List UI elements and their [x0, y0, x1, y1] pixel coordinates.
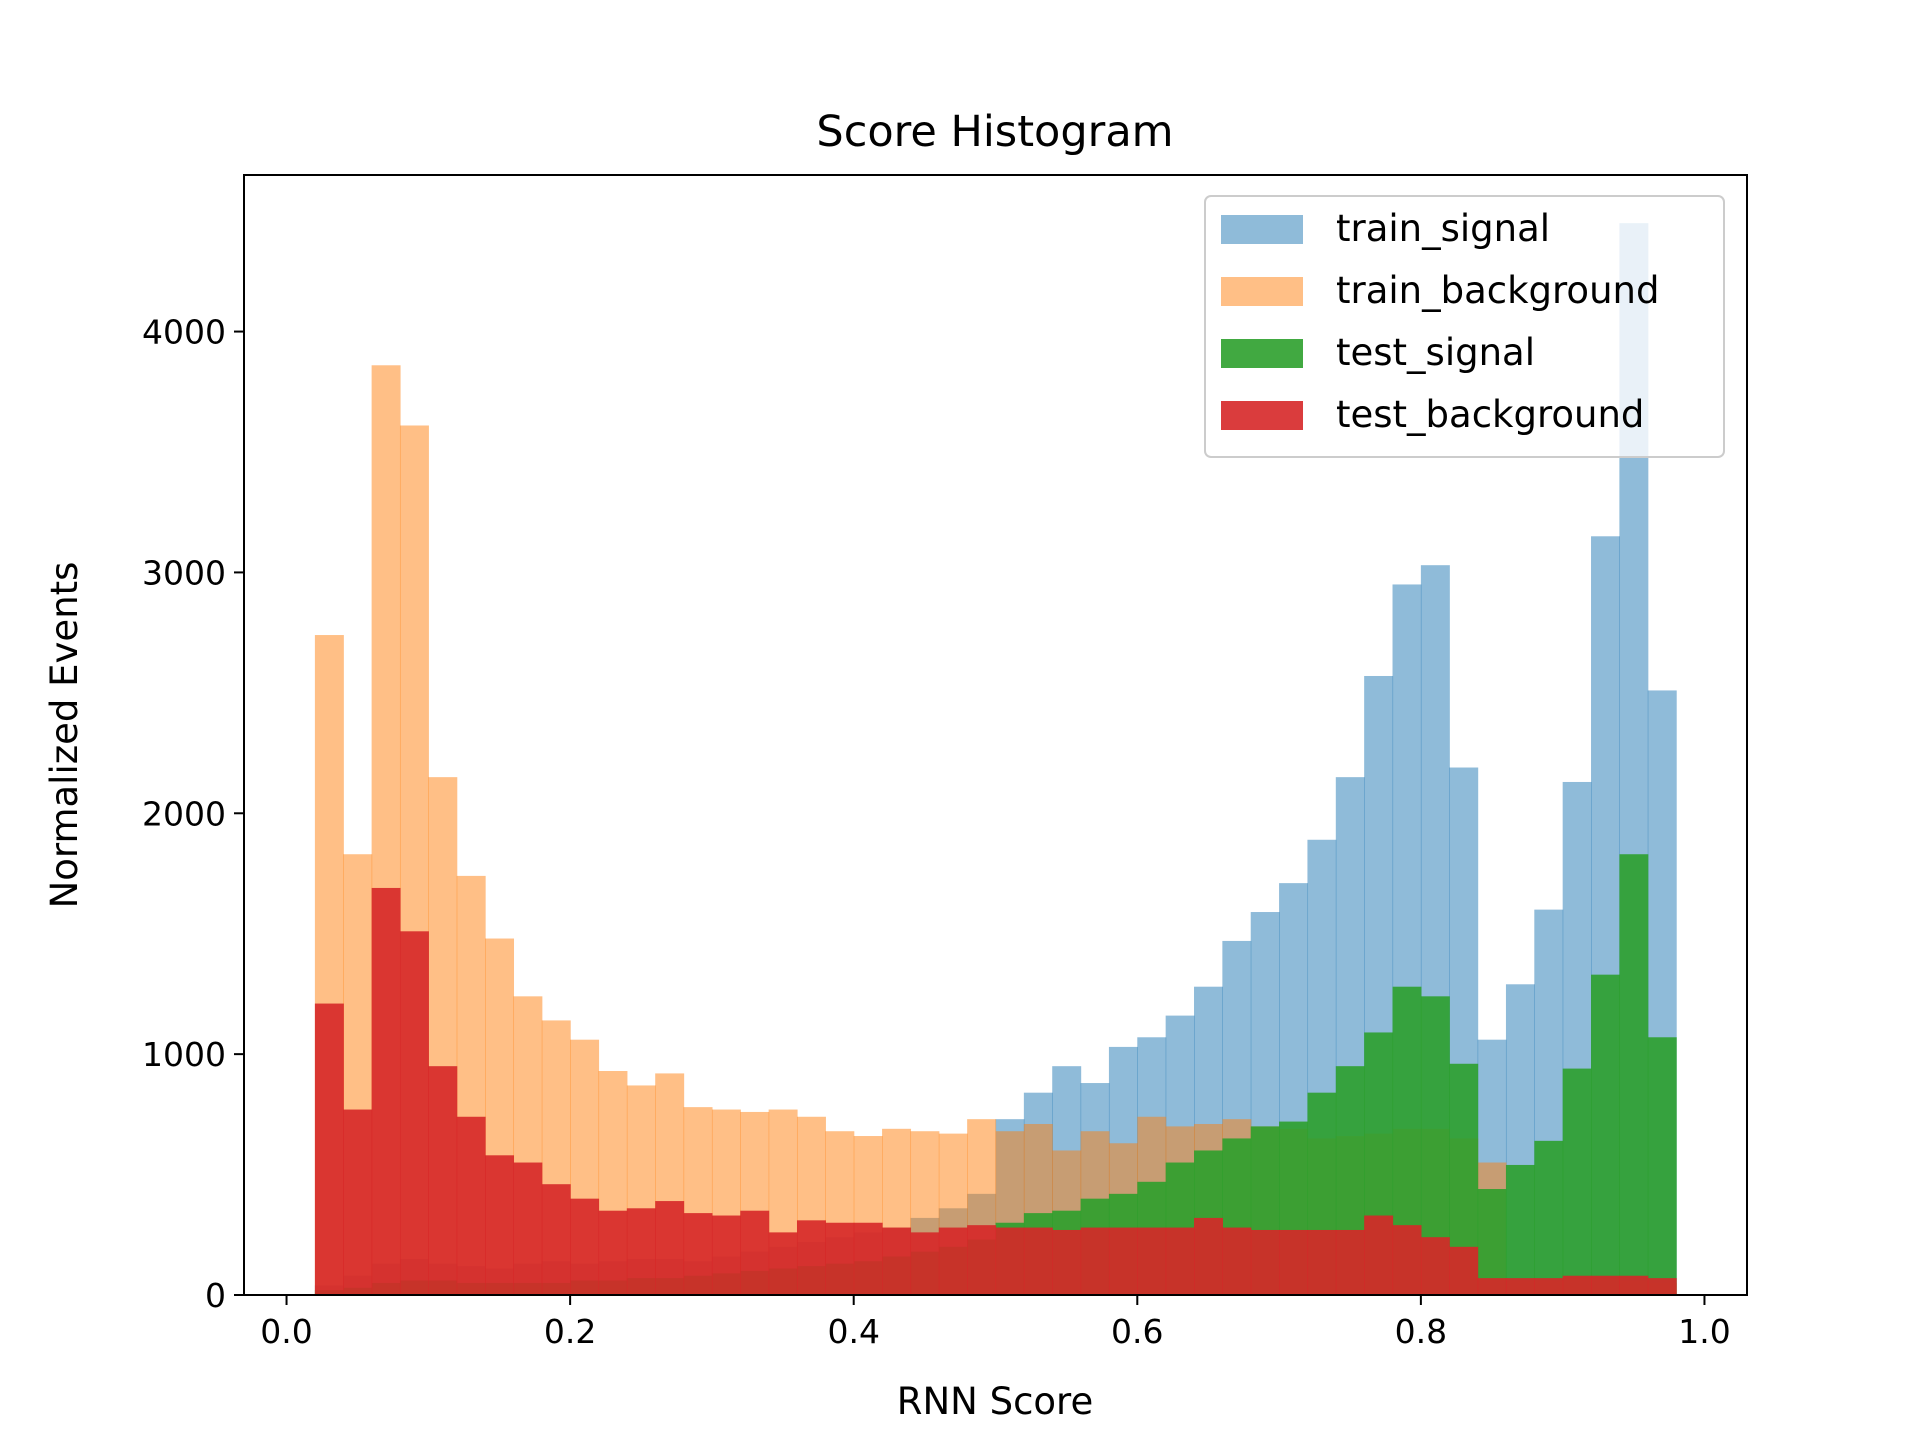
- bar-test_background-40: [1449, 1246, 1479, 1295]
- bar-test_signal-44: [1562, 1068, 1592, 1295]
- legend-box: [1204, 195, 1725, 458]
- bar-test_background-46: [1619, 1275, 1649, 1295]
- bar-test_background-29: [1137, 1227, 1167, 1295]
- x-tick-label: 0.2: [544, 1312, 596, 1351]
- legend-label-test_signal: test_signal: [1336, 331, 1535, 374]
- x-axis-label: RNN Score: [897, 1380, 1093, 1423]
- legend-swatch-test_signal: [1221, 339, 1303, 368]
- legend-label-train_background: train_background: [1336, 269, 1659, 312]
- bar-test_background-11: [626, 1208, 656, 1295]
- x-tick-label: 0.8: [1395, 1312, 1447, 1351]
- bar-test_background-43: [1534, 1278, 1564, 1295]
- bar-test_background-2: [371, 887, 401, 1295]
- y-tick-label: 2000: [142, 794, 226, 833]
- bar-test_background-36: [1335, 1229, 1365, 1295]
- x-tick-label: 0.4: [827, 1312, 879, 1351]
- bar-test_signal-47: [1647, 1037, 1677, 1295]
- legend-swatch-train_background: [1221, 277, 1303, 306]
- bar-test_signal-46: [1619, 854, 1649, 1295]
- x-tick-label: 0.6: [1111, 1312, 1163, 1351]
- bar-test_background-31: [1194, 1217, 1223, 1295]
- bar-test_background-44: [1562, 1275, 1592, 1295]
- bar-test_background-10: [598, 1210, 628, 1295]
- x-tick-label: 1.0: [1678, 1312, 1730, 1351]
- y-tick-label: 3000: [142, 553, 226, 592]
- bar-test_background-37: [1364, 1215, 1394, 1295]
- legend-swatch-test_background: [1221, 401, 1303, 430]
- series-test_background: [314, 887, 1677, 1295]
- bar-test_background-23: [967, 1225, 997, 1295]
- bar-test_background-39: [1420, 1237, 1450, 1295]
- bar-test_background-21: [910, 1232, 940, 1295]
- bar-test_signal-45: [1591, 974, 1620, 1295]
- bar-test_background-38: [1392, 1225, 1422, 1295]
- bar-test_background-7: [513, 1162, 543, 1295]
- bar-test_background-20: [882, 1227, 912, 1295]
- bar-test_background-41: [1477, 1278, 1507, 1295]
- bar-test_background-35: [1307, 1229, 1337, 1295]
- bar-test_background-25: [1023, 1227, 1053, 1295]
- y-tick-label: 0: [205, 1276, 226, 1315]
- y-tick-label: 4000: [142, 313, 226, 352]
- bar-test_background-33: [1250, 1229, 1280, 1295]
- bar-test_background-15: [740, 1210, 770, 1295]
- x-tick-label: 0.0: [260, 1312, 312, 1351]
- bar-test_background-19: [853, 1222, 883, 1295]
- plot-frame: [243, 174, 1748, 1296]
- y-axis-label: Normalized Events: [43, 562, 86, 909]
- bar-test_signal-43: [1534, 1140, 1564, 1295]
- bar-test_background-5: [456, 1116, 486, 1295]
- bar-test_background-8: [541, 1184, 571, 1295]
- bar-test_signal-41: [1477, 1189, 1507, 1295]
- bar-test_background-3: [399, 931, 429, 1295]
- bar-test_background-32: [1222, 1227, 1252, 1295]
- bar-test_background-6: [485, 1155, 515, 1295]
- bar-test_background-27: [1080, 1227, 1110, 1295]
- bar-test_background-28: [1108, 1227, 1138, 1295]
- bar-test_background-16: [768, 1232, 798, 1295]
- bar-test_signal-42: [1505, 1164, 1535, 1295]
- axis-ticks: 0.0 0.2 0.4 0.6 0.8 1.0 0 1000 2000 3000 4000: [142, 313, 1731, 1351]
- y-tick-label: 1000: [142, 1035, 226, 1074]
- bar-test_background-22: [938, 1227, 968, 1295]
- bar-test_background-4: [428, 1066, 458, 1295]
- legend-label-train_signal: train_signal: [1336, 207, 1550, 250]
- bar-test_background-47: [1647, 1278, 1677, 1295]
- legend-label-test_background: test_background: [1336, 393, 1644, 436]
- bar-test_background-18: [825, 1222, 855, 1295]
- legend: train_signal train_background test_signalt…: [1204, 195, 1725, 458]
- chart-title: Score Histogram: [816, 107, 1173, 157]
- bar-test_background-34: [1279, 1229, 1309, 1295]
- bar-test_background-0: [314, 1003, 344, 1295]
- bar-test_background-17: [796, 1220, 826, 1295]
- bar-test_background-12: [655, 1201, 685, 1295]
- bar-test_background-14: [711, 1215, 741, 1295]
- bar-test_background-9: [570, 1198, 600, 1295]
- bar-test_background-45: [1591, 1275, 1620, 1295]
- bar-test_background-24: [995, 1227, 1025, 1295]
- bar-test_background-26: [1052, 1229, 1082, 1295]
- bar-test_background-13: [683, 1213, 713, 1295]
- legend-entries: train_signal train_background test_signalt…: [1221, 207, 1659, 436]
- bar-test_background-30: [1165, 1227, 1195, 1295]
- legend-swatch-train_signal: [1221, 215, 1303, 244]
- bar-test_background-1: [343, 1109, 373, 1295]
- histogram-bars: [314, 223, 1677, 1295]
- bar-test_background-42: [1505, 1278, 1535, 1295]
